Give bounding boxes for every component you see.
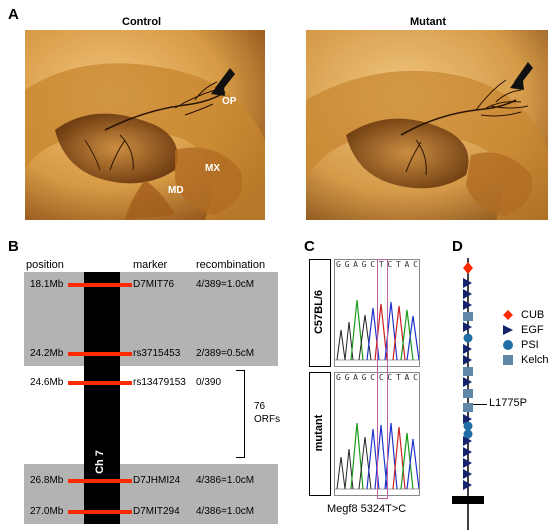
circle-icon — [503, 339, 513, 350]
legend-label-egf: EGF — [521, 323, 544, 336]
base: G — [336, 260, 341, 269]
strain-label-box-top — [309, 259, 331, 367]
base: C — [387, 373, 393, 382]
mutation-pointer-line — [473, 404, 487, 405]
chromosome-label: Ch 7 — [94, 450, 106, 474]
protein-domain-diagram — [452, 258, 484, 530]
base: T — [395, 260, 401, 269]
orf-label: ORFs — [254, 414, 281, 425]
base: C — [370, 260, 376, 269]
legend-egf: EGF — [503, 322, 549, 337]
base: A — [404, 260, 410, 269]
marker-rs3715453: rs3715453 — [133, 348, 181, 359]
base: G — [336, 373, 341, 382]
marker-d7mit76: D7MIT76 — [133, 279, 175, 290]
panel-b-letter: B — [8, 238, 19, 255]
diamond-icon — [503, 309, 513, 320]
marker-line-3 — [68, 381, 132, 385]
legend-cub: CUB — [503, 307, 549, 322]
mx-label: MX — [205, 163, 220, 174]
panel-c-letter: C — [304, 238, 315, 255]
recombination-1: 4/389=1.0cM — [196, 279, 255, 290]
base: G — [361, 260, 367, 269]
orf-count: 76 — [254, 401, 266, 412]
position-18-1: 18.1Mb — [30, 279, 64, 290]
position-26-8: 26.8Mb — [30, 475, 64, 486]
op-label: OP — [222, 96, 237, 107]
control-title: Control — [122, 16, 162, 28]
position-header: position — [26, 259, 64, 271]
marker-line-2 — [68, 352, 132, 356]
sequence-bottom: G G A G C C C T A C — [336, 373, 418, 385]
sequence-top: G G A G C T C T A C — [336, 260, 418, 272]
marker-d7jhmi24: D7JHMI24 — [133, 475, 181, 486]
base: G — [361, 373, 367, 382]
marker-line-1 — [68, 283, 132, 287]
recombination-4: 4/386=1.0cM — [196, 475, 255, 486]
base: C — [370, 373, 376, 382]
marker-header: marker — [133, 259, 168, 271]
recombination-header: recombination — [196, 259, 266, 271]
base: A — [404, 373, 410, 382]
base: A — [353, 260, 358, 269]
triangle-icon — [503, 324, 513, 335]
orf-bracket — [236, 370, 245, 458]
marker-d7mit294: D7MIT294 — [133, 506, 180, 517]
chromosome-7-bar — [84, 272, 120, 524]
base: G — [344, 260, 350, 269]
position-24-2: 24.2Mb — [30, 348, 64, 359]
position-27-0: 27.0Mb — [30, 506, 64, 517]
control-embryo-image — [25, 30, 265, 220]
domain-legend: CUB EGF PSI Kelch — [503, 307, 549, 367]
base: C — [378, 373, 384, 382]
base: C — [413, 373, 418, 382]
mutant-embryo-image — [306, 30, 548, 220]
base: G — [344, 373, 350, 382]
marker-line-4 — [68, 479, 132, 483]
md-label: MD — [168, 185, 184, 196]
recombination-5: 4/386=1.0cM — [196, 506, 255, 517]
strain-label-box-bottom — [309, 372, 331, 496]
base: A — [353, 373, 358, 382]
mutation-highlight-box — [377, 259, 388, 499]
legend-label-psi: PSI — [521, 338, 539, 351]
position-24-6: 24.6Mb — [30, 377, 64, 388]
legend-label-kelch: Kelch — [521, 353, 549, 366]
panel-d-letter: D — [452, 238, 463, 255]
strain-c57bl6-label: C57BL/6 — [313, 289, 325, 335]
base: C — [387, 260, 393, 269]
marker-rs13479153: rs13479153 — [133, 377, 186, 388]
square-icon — [503, 354, 513, 365]
recombination-2: 2/389=0.5cM — [196, 348, 255, 359]
recombination-3: 0/390 — [196, 377, 222, 388]
region-block-bottom — [24, 464, 278, 524]
region-block-top — [24, 272, 278, 366]
mutant-title: Mutant — [410, 16, 447, 28]
legend-label-cub: CUB — [521, 308, 545, 321]
panel-a-letter: A — [8, 6, 19, 23]
mutation-label: L1775P — [489, 397, 527, 409]
strain-mutant-label: mutant — [313, 414, 325, 452]
legend-psi: PSI — [503, 337, 549, 352]
base: T — [395, 373, 401, 382]
legend-kelch: Kelch — [503, 352, 549, 367]
marker-line-5 — [68, 510, 132, 514]
base: T — [378, 260, 384, 269]
megf8-caption: Megf8 5324T>C — [327, 503, 407, 515]
base: C — [413, 260, 418, 269]
